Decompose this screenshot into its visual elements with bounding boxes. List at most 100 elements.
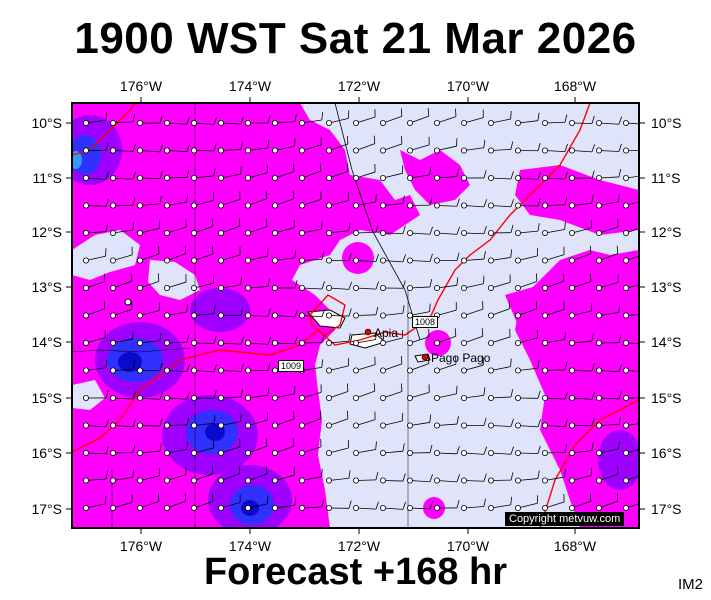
wind-station-dot: [110, 449, 117, 456]
apia-marker: [364, 328, 372, 336]
axis-ticks: [66, 97, 645, 534]
wind-station-dot: [379, 477, 386, 484]
wind-barb-feather: [537, 142, 541, 151]
wind-barb-feather: [402, 225, 406, 234]
wind-barb-shaft: [436, 393, 457, 399]
wind-station-dot: [542, 449, 549, 456]
isobar-line: [539, 399, 639, 528]
left-lat-label: 15°S: [31, 390, 62, 406]
wind-station-dot: [190, 422, 197, 429]
wind-barb-feather: [483, 417, 487, 426]
wind-barb-shaft: [220, 198, 241, 206]
wind-barb-shaft: [112, 280, 132, 289]
wind-station-dot: [110, 422, 117, 429]
precip-cell: [423, 497, 445, 519]
wind-barb-shaft: [571, 370, 593, 372]
wind-station-dot: [271, 367, 278, 374]
wind-barb-feather: [429, 303, 431, 312]
wind-barb-shaft: [166, 424, 188, 426]
wind-barb-shaft: [355, 260, 376, 263]
wind-barb-shaft: [571, 150, 592, 153]
wind-station-dot: [596, 504, 603, 511]
wind-station-dot: [379, 202, 386, 209]
wind-barb-shaft: [490, 118, 511, 124]
wind-station-dot: [352, 394, 359, 401]
wind-barb-feather: [240, 166, 242, 175]
wind-barb-shaft: [247, 445, 267, 454]
wind-barb-shaft: [166, 201, 187, 206]
wind-station-dot: [298, 284, 305, 291]
wind-station-dot: [623, 202, 630, 209]
wind-barb-feather: [483, 473, 487, 482]
wind-barb-feather: [483, 498, 486, 507]
wind-barb-feather: [510, 446, 514, 455]
wind-station-dot: [163, 147, 170, 154]
wind-barb-shaft: [220, 370, 241, 372]
wind-barb-feather: [456, 198, 460, 207]
wind-station-dot: [487, 312, 494, 319]
wind-station-dot: [379, 257, 386, 264]
wind-barb-feather: [591, 333, 594, 342]
wind-barb-shaft: [436, 176, 457, 179]
wind-barb-feather: [510, 418, 514, 427]
wind-barb-shaft: [112, 177, 133, 180]
wind-station-dot: [325, 312, 332, 319]
wind-station-dot: [433, 147, 440, 154]
wind-station-dot: [542, 120, 549, 127]
wind-barb-shaft: [382, 172, 403, 179]
wind-barb-feather: [510, 224, 514, 233]
wind-station-dot: [83, 339, 90, 346]
bottom-lon-label: 174°W: [228, 538, 272, 554]
wind-barb-shaft: [220, 225, 240, 234]
wind-barb-shaft: [598, 423, 619, 426]
wind-station-dot: [298, 312, 305, 319]
wind-station-dot: [271, 147, 278, 154]
wind-barb-shaft: [598, 122, 619, 125]
wind-barb-shaft: [274, 474, 295, 481]
wind-barb-feather: [429, 474, 433, 482]
wind-barb-feather: [373, 383, 376, 392]
wind-barb-shaft: [544, 177, 565, 180]
wind-barb-shaft: [490, 281, 511, 289]
wind-barb-shaft: [598, 473, 619, 481]
wind-barb-feather: [456, 277, 459, 286]
wind-barb-shaft: [139, 203, 160, 206]
wind-barb-feather: [348, 333, 351, 342]
rain-core: [598, 430, 639, 490]
wind-station-dot: [163, 202, 170, 209]
wind-barb-shaft: [517, 425, 538, 428]
wind-barb-feather: [591, 417, 595, 426]
wind-barb-feather: [402, 254, 406, 263]
wind-barb-feather: [402, 305, 405, 314]
wind-station-dot: [460, 367, 467, 374]
wind-barb-shaft: [355, 479, 377, 481]
wind-station-dot: [83, 504, 90, 511]
wind-barb-shaft: [598, 312, 619, 316]
wind-station-dot: [244, 394, 251, 401]
wind-barb-feather: [564, 331, 566, 340]
wind-barb-feather: [562, 273, 565, 282]
wind-station-dot: [569, 174, 576, 181]
wind-barb-feather: [294, 249, 297, 258]
wind-barb-shaft: [247, 419, 268, 426]
wind-barb-shaft: [85, 337, 106, 344]
wind-station-dot: [542, 229, 549, 236]
bottom-lon-label: 176°W: [119, 538, 163, 554]
wind-barb-feather: [618, 193, 620, 202]
wind-barb-shaft: [274, 418, 295, 426]
wind-barb-shaft: [139, 425, 161, 427]
wind-barb-feather: [132, 171, 136, 180]
wind-station-dot: [406, 394, 413, 401]
wind-station-dot: [136, 284, 143, 291]
light-patch: [591, 106, 619, 134]
wind-station-dot: [623, 504, 630, 511]
wind-barb-feather: [537, 198, 541, 207]
wind-barb-shaft: [571, 122, 593, 124]
wind-barb-feather: [267, 336, 271, 345]
wind-barb-feather: [213, 143, 217, 151]
wind-station-dot: [271, 394, 278, 401]
wind-barb-feather: [186, 391, 190, 400]
wind-station-dot: [569, 312, 576, 319]
wind-barb-feather: [589, 245, 592, 254]
right-lat-label: 14°S: [651, 334, 682, 350]
